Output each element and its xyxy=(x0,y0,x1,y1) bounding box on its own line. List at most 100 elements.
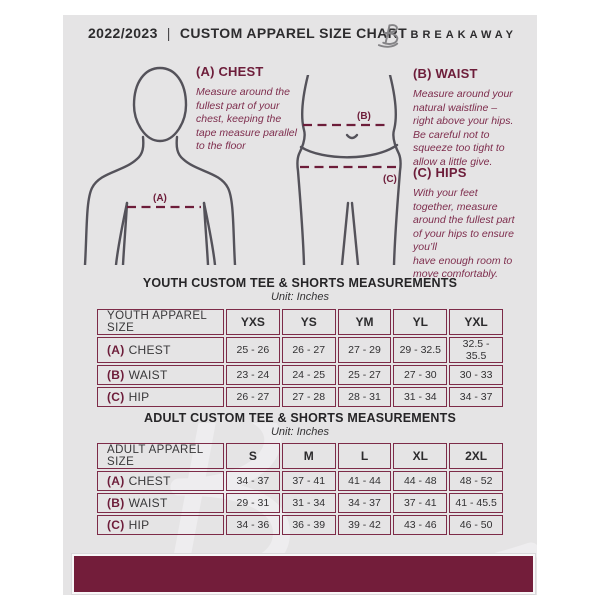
table-row: (C) HIP 34 - 36 36 - 39 39 - 42 43 - 46 4… xyxy=(97,515,503,535)
row-label: WAIST xyxy=(128,368,168,382)
row-label: HIP xyxy=(128,390,150,404)
size-header: L xyxy=(337,443,392,469)
table-cell: 27 - 28 xyxy=(281,387,336,407)
chest-marker-label: (A) xyxy=(153,193,167,204)
size-chart-page: 2022/2023 | CUSTOM APPAREL SIZE CHART BREA… xyxy=(63,15,537,595)
breakaway-logo-icon xyxy=(377,24,398,48)
row-label: CHEST xyxy=(128,474,171,488)
table-cell: 36 - 39 xyxy=(281,515,336,535)
table-cell: 34 - 37 xyxy=(226,471,280,491)
table-cell: 26 - 27 xyxy=(226,387,280,407)
size-header: YS xyxy=(281,309,336,335)
lower-body-figure: (B) (C) xyxy=(296,75,402,265)
size-header: 2XL xyxy=(449,443,503,469)
page-title: CUSTOM APPAREL SIZE CHART xyxy=(179,25,408,41)
table-cell: 41 - 45.5 xyxy=(449,493,503,513)
row-prefix: (C) xyxy=(107,390,125,404)
guide-heading-chest: (A) CHEST xyxy=(196,64,264,79)
size-header: S xyxy=(226,443,280,469)
waist-marker-label: (B) xyxy=(357,111,371,122)
table-row: (C) HIP 26 - 27 27 - 28 28 - 31 31 - 34 3… xyxy=(97,387,503,407)
table-cell: 26 - 27 xyxy=(281,337,336,363)
row-prefix: (C) xyxy=(107,518,125,532)
table-cell: 29 - 31 xyxy=(226,493,280,513)
table-cell: 32.5 - 35.5 xyxy=(449,337,503,363)
guide-heading-hips: (C) HIPS xyxy=(413,165,467,180)
table-row: (A) CHEST 25 - 26 26 - 27 27 - 29 29 - 32… xyxy=(97,337,503,363)
row-label-cell: (C) HIP xyxy=(97,515,224,535)
youth-section-header: YOUTH CUSTOM TEE & SHORTS MEASUREMENTS U… xyxy=(95,276,505,303)
table-header-row: ADULT APPAREL SIZE S M L XL 2XL xyxy=(97,443,503,469)
table-cell: 25 - 27 xyxy=(337,365,392,385)
table-cell: 31 - 34 xyxy=(281,493,336,513)
guide-section-hips: (C) HIPS With your feet together, measur… xyxy=(413,165,533,282)
adult-unit-label: Unit: Inches xyxy=(270,426,330,438)
header-divider: | xyxy=(166,25,171,41)
adult-section-header: ADULT CUSTOM TEE & SHORTS MEASUREMENTS U… xyxy=(95,411,505,438)
size-header: YXS xyxy=(226,309,280,335)
adult-size-table: ADULT APPAREL SIZE S M L XL 2XL (A) CHEST… xyxy=(95,441,505,537)
youth-section-title: YOUTH CUSTOM TEE & SHORTS MEASUREMENTS xyxy=(142,276,458,290)
row-label-cell: (A) CHEST xyxy=(97,471,224,491)
header-year: 2022/2023 xyxy=(88,25,158,41)
row-label: WAIST xyxy=(128,496,168,510)
hips-marker-label: (C) xyxy=(383,174,397,185)
brand-lockup: BREAKAWAY xyxy=(377,22,518,48)
table-cell: 37 - 41 xyxy=(281,471,336,491)
table-cell: 24 - 25 xyxy=(281,365,336,385)
table-cell: 37 - 41 xyxy=(393,493,448,513)
row-prefix: (A) xyxy=(107,474,125,488)
size-header: XL xyxy=(393,443,448,469)
table-cell: 23 - 24 xyxy=(226,365,280,385)
table-cell: 44 - 48 xyxy=(393,471,448,491)
row-label-cell: (B) WAIST xyxy=(97,365,224,385)
table-cell: 34 - 36 xyxy=(226,515,280,535)
youth-unit-label: Unit: Inches xyxy=(270,291,330,303)
table-cell: 30 - 33 xyxy=(449,365,503,385)
table-cell: 41 - 44 xyxy=(337,471,392,491)
table-row: (B) WAIST 29 - 31 31 - 34 34 - 37 37 - 41… xyxy=(97,493,503,513)
row-prefix: (B) xyxy=(107,368,125,382)
table-cell: 28 - 31 xyxy=(337,387,392,407)
table-cell: 48 - 52 xyxy=(449,471,503,491)
row-label-cell: (A) CHEST xyxy=(97,337,224,363)
row-label-cell: (B) WAIST xyxy=(97,493,224,513)
table-cell: 29 - 32.5 xyxy=(393,337,448,363)
table-cell: 34 - 37 xyxy=(337,493,392,513)
row-prefix: (A) xyxy=(107,343,125,357)
table-row: (B) WAIST 23 - 24 24 - 25 25 - 27 27 - 30… xyxy=(97,365,503,385)
table-header-row: YOUTH APPAREL SIZE YXS YS YM YL YXL xyxy=(97,309,503,335)
table-cell: 31 - 34 xyxy=(393,387,448,407)
size-header: YXL xyxy=(449,309,503,335)
table-cell: 27 - 30 xyxy=(393,365,448,385)
size-header: M xyxy=(281,443,336,469)
row-prefix: (B) xyxy=(107,496,125,510)
table-cell: 27 - 29 xyxy=(337,337,392,363)
table-cell: 34 - 37 xyxy=(449,387,503,407)
size-column-header: ADULT APPAREL SIZE xyxy=(97,443,224,469)
row-label: HIP xyxy=(128,518,150,532)
row-label-cell: (C) HIP xyxy=(97,387,224,407)
bottom-accent-bar xyxy=(72,554,535,594)
header: 2022/2023 | CUSTOM APPAREL SIZE CHART xyxy=(88,25,407,43)
table-cell: 25 - 26 xyxy=(226,337,280,363)
brand-name: BREAKAWAY xyxy=(410,29,517,41)
table-row: (A) CHEST 34 - 37 37 - 41 41 - 44 44 - 48… xyxy=(97,471,503,491)
guide-section-waist: (B) WAIST Measure around your natural wa… xyxy=(413,66,533,169)
table-cell: 43 - 46 xyxy=(393,515,448,535)
guide-description-waist: Measure around your natural waistline – … xyxy=(413,88,514,168)
torso-figure: (A) xyxy=(83,66,237,265)
youth-size-table: YOUTH APPAREL SIZE YXS YS YM YL YXL (A) C… xyxy=(95,307,505,409)
guide-section-chest: (A) CHEST Measure around the fullest par… xyxy=(196,64,308,154)
size-column-header: YOUTH APPAREL SIZE xyxy=(97,309,224,335)
guide-heading-waist: (B) WAIST xyxy=(413,66,478,81)
guide-description-chest: Measure around the fullest part of your … xyxy=(196,86,297,152)
guide-description-hips: With your feet together, measure around … xyxy=(413,187,515,280)
size-header: YL xyxy=(393,309,448,335)
table-cell: 39 - 42 xyxy=(337,515,392,535)
table-cell: 46 - 50 xyxy=(449,515,503,535)
size-header: YM xyxy=(337,309,392,335)
row-label: CHEST xyxy=(128,343,171,357)
adult-section-title: ADULT CUSTOM TEE & SHORTS MEASUREMENTS xyxy=(143,411,456,425)
